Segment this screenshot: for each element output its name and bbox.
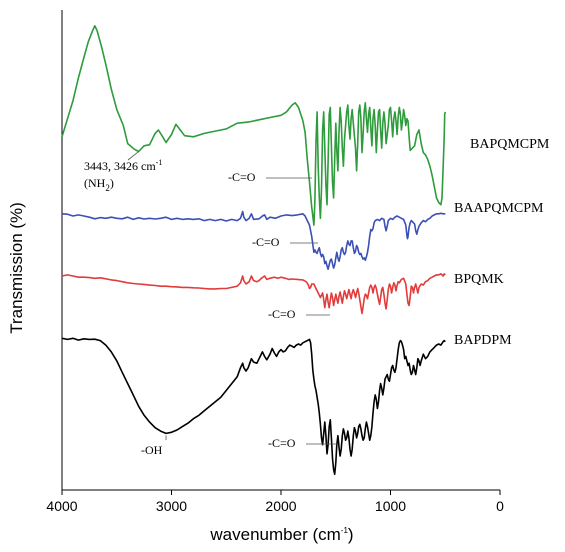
x-tick-label: 2000 [265,498,296,514]
x-tick-label: 3000 [156,498,187,514]
nh2-annotation-line2: (NH2) [84,176,114,193]
x-tick-label: 0 [496,498,504,514]
annotation-oh: -OH [141,443,163,457]
x-axis-title-sup: -1 [341,526,349,535]
x-ticks: 4000 3000 2000 1000 0 [46,490,504,514]
x-axis-title: wavenumber (cm-1) [209,525,353,544]
annotations: 3443, 3426 cm-1 (NH2) -C=O -C=O -C=O -C=O -OH [84,151,338,457]
nh2-leader-line [127,151,139,161]
plot-area: 4000 3000 2000 1000 0 BAPQMCPM BAAPQMCPM BPQMK… [46,10,550,514]
annotation-co-red: -C=O [268,307,296,321]
x-axis-title-close: ) [348,525,354,544]
series-line-baapqmcpm [61,210,446,270]
series-lines [61,25,447,475]
annotation-co-blue: -C=O [252,235,280,249]
x-tick-label: 4000 [46,498,77,514]
annotation-co-black: -C=O [268,436,296,450]
series-line-bapqmcpm [61,25,447,226]
nh2-annotation-line1: 3443, 3426 cm-1 [84,158,162,173]
series-label-bapdpm: BAPDPM [454,333,512,348]
series-label-bpqmk: BPQMK [454,272,504,287]
annotation-co-green: -C=O [228,170,256,184]
x-axis-title-main: wavenumber (cm [209,525,340,544]
y-axis-title: Transmission (%) [7,202,26,334]
series-label-baapqmcpm: BAAPQMCPM [454,201,544,216]
series-label-bapqmcpm: BAPQMCPM [470,137,550,152]
x-tick-label: 1000 [375,498,406,514]
series-line-bpqmk [61,273,446,315]
series-line-bapdpm [61,337,446,475]
series-labels: BAPQMCPM BAAPQMCPM BPQMK BAPDPM [454,137,550,348]
